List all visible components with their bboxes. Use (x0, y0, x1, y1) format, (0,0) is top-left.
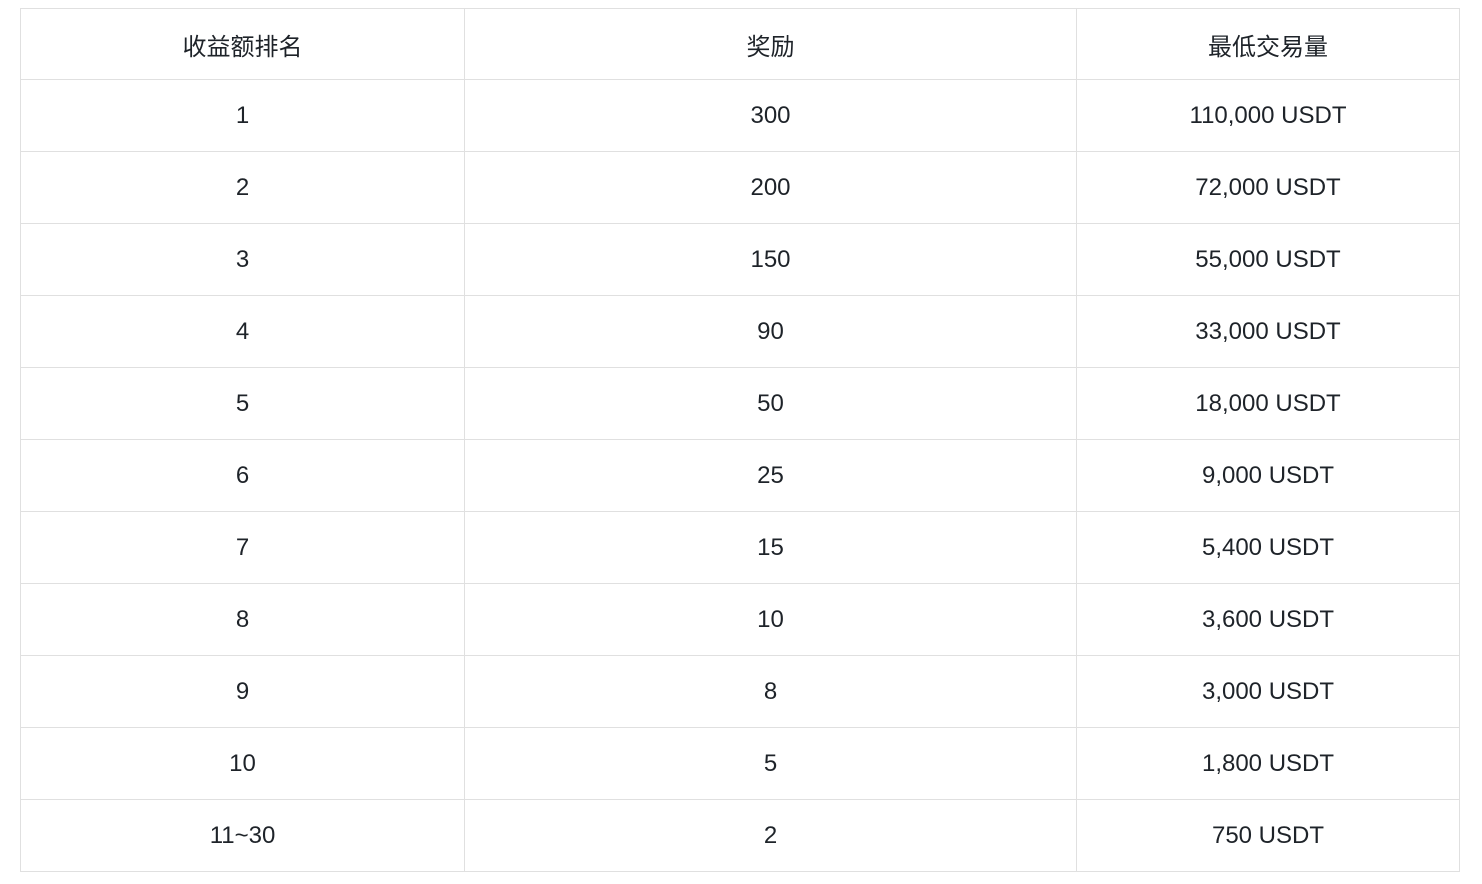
cell-rank: 3 (20, 223, 465, 296)
cell-min-volume: 3,000 USDT (1076, 655, 1460, 728)
table-row: 4 90 33,000 USDT (20, 295, 1460, 368)
cell-reward: 150 (464, 223, 1077, 296)
table-row: 2 200 72,000 USDT (20, 151, 1460, 224)
column-header-min-volume: 最低交易量 (1076, 8, 1460, 80)
cell-min-volume: 1,800 USDT (1076, 727, 1460, 800)
table-row: 6 25 9,000 USDT (20, 439, 1460, 512)
cell-reward: 2 (464, 799, 1077, 872)
rewards-table: 收益额排名 奖励 最低交易量 1 300 110,000 USDT 2 200 72,00… (20, 8, 1460, 872)
table-row: 10 5 1,800 USDT (20, 727, 1460, 800)
cell-reward: 90 (464, 295, 1077, 368)
cell-rank: 6 (20, 439, 465, 512)
cell-reward: 8 (464, 655, 1077, 728)
cell-reward: 300 (464, 79, 1077, 152)
column-header-rank: 收益额排名 (20, 8, 465, 80)
table-row: 11~30 2 750 USDT (20, 799, 1460, 872)
cell-min-volume: 33,000 USDT (1076, 295, 1460, 368)
cell-rank: 9 (20, 655, 465, 728)
table-row: 7 15 5,400 USDT (20, 511, 1460, 584)
table-row: 1 300 110,000 USDT (20, 79, 1460, 152)
cell-rank: 11~30 (20, 799, 465, 872)
cell-reward: 5 (464, 727, 1077, 800)
cell-min-volume: 55,000 USDT (1076, 223, 1460, 296)
table-row: 3 150 55,000 USDT (20, 223, 1460, 296)
cell-rank: 5 (20, 367, 465, 440)
cell-min-volume: 110,000 USDT (1076, 79, 1460, 152)
cell-rank: 7 (20, 511, 465, 584)
cell-rank: 4 (20, 295, 465, 368)
cell-min-volume: 9,000 USDT (1076, 439, 1460, 512)
cell-min-volume: 18,000 USDT (1076, 367, 1460, 440)
column-header-reward: 奖励 (464, 8, 1077, 80)
cell-rank: 10 (20, 727, 465, 800)
rewards-table-container: 收益额排名 奖励 最低交易量 1 300 110,000 USDT 2 200 72,00… (20, 8, 1460, 872)
cell-rank: 2 (20, 151, 465, 224)
cell-min-volume: 72,000 USDT (1076, 151, 1460, 224)
cell-reward: 50 (464, 367, 1077, 440)
cell-reward: 200 (464, 151, 1077, 224)
cell-rank: 8 (20, 583, 465, 656)
cell-min-volume: 5,400 USDT (1076, 511, 1460, 584)
table-header-row: 收益额排名 奖励 最低交易量 (20, 8, 1460, 80)
cell-min-volume: 3,600 USDT (1076, 583, 1460, 656)
cell-rank: 1 (20, 79, 465, 152)
cell-reward: 25 (464, 439, 1077, 512)
table-row: 9 8 3,000 USDT (20, 655, 1460, 728)
cell-min-volume: 750 USDT (1076, 799, 1460, 872)
cell-reward: 15 (464, 511, 1077, 584)
table-row: 8 10 3,600 USDT (20, 583, 1460, 656)
table-body: 1 300 110,000 USDT 2 200 72,000 USDT 3 150 55,00… (20, 79, 1460, 872)
cell-reward: 10 (464, 583, 1077, 656)
table-row: 5 50 18,000 USDT (20, 367, 1460, 440)
